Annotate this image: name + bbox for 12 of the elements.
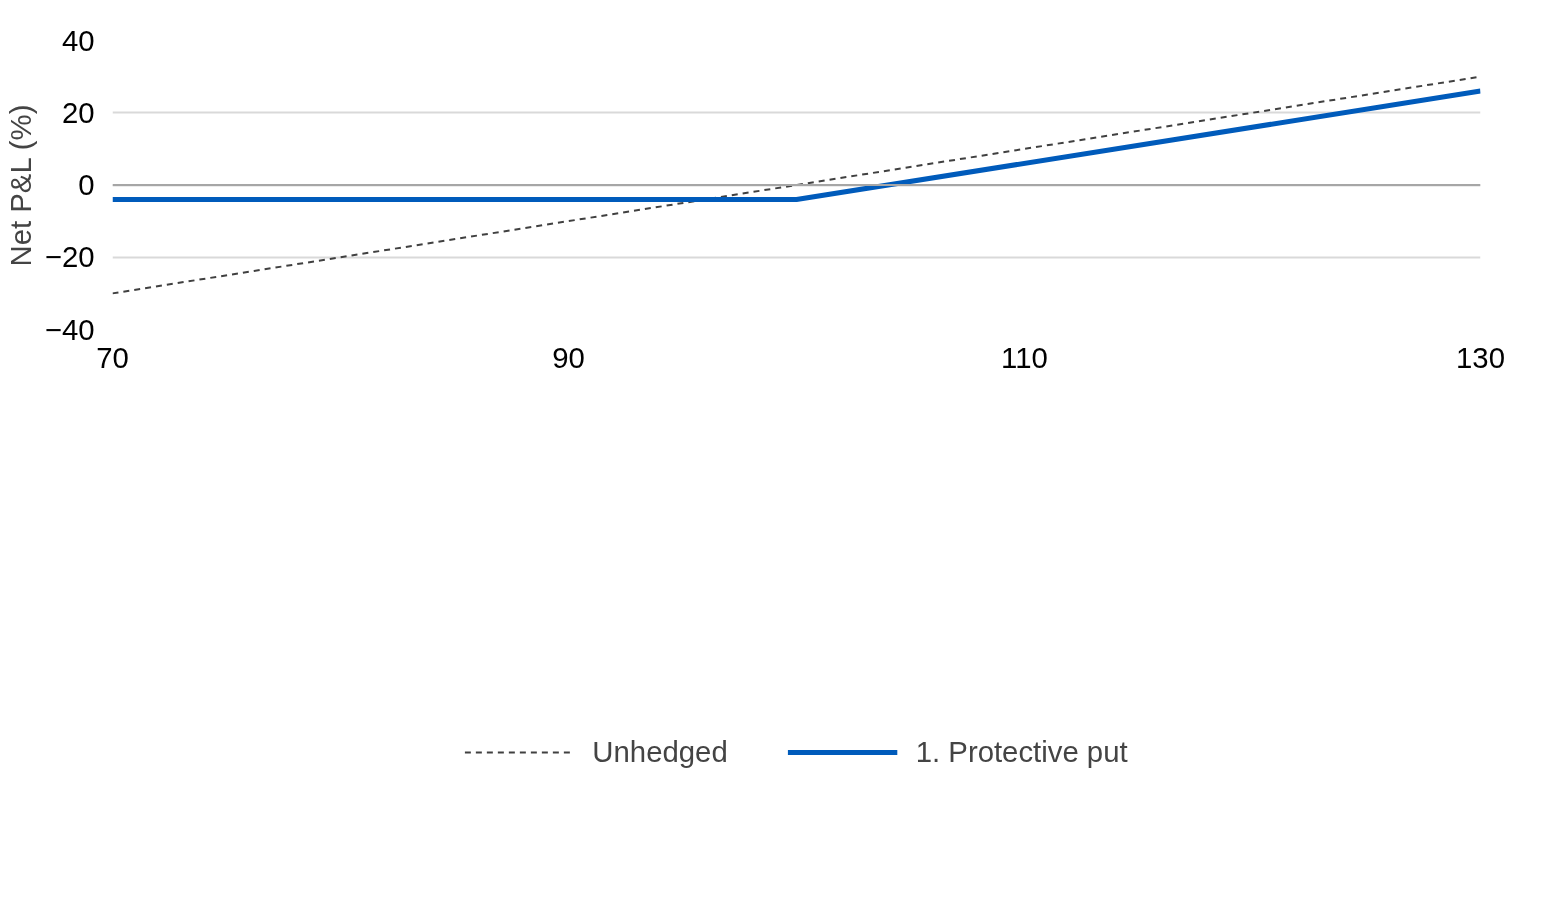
y-tick-label: 0 [78, 168, 95, 201]
y-tick-label: −40 [44, 312, 95, 346]
x-tick-label: 130 [1456, 340, 1505, 374]
x-tick-label: 90 [552, 340, 585, 374]
x-tick-label: 70 [96, 340, 129, 374]
legend-label: 1. Protective put [915, 734, 1128, 769]
y-axis-title: Net P&L (%) [3, 104, 37, 267]
y-tick-label: −20 [44, 240, 95, 274]
y-tick-label: 40 [61, 23, 95, 57]
x-tick-label: 110 [1001, 340, 1048, 374]
legend-label: Unhedged [592, 734, 728, 769]
y-tick-label: 20 [61, 95, 95, 129]
